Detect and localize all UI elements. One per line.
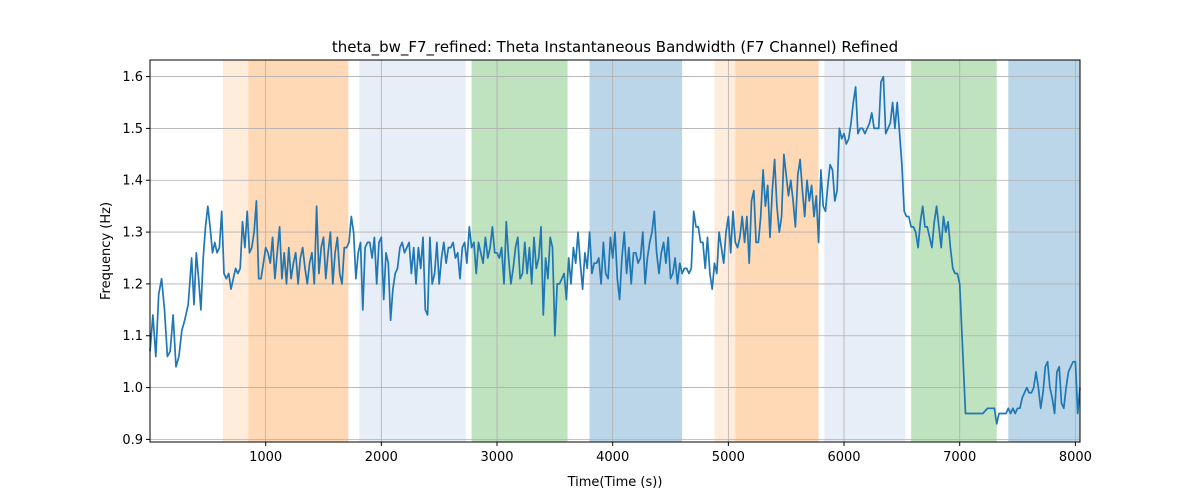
grid-lines (150, 60, 1080, 442)
x-tick-label: 3000 (480, 450, 513, 465)
x-tick-label: 5000 (712, 450, 745, 465)
x-axis-label: Time(Time (s)) (567, 475, 663, 490)
y-tick-label: 0.9 (122, 433, 143, 448)
shaded-region-9 (911, 60, 997, 442)
x-tick-label: 1000 (249, 450, 282, 465)
shaded-region-8 (824, 60, 906, 442)
x-tick-label: 2000 (365, 450, 398, 465)
chart-title: theta_bw_F7_refined: Theta Instantaneous… (332, 38, 898, 57)
series-line (149, 75, 1081, 425)
plot-frame (149, 59, 1081, 443)
y-tick-label: 1.4 (122, 174, 143, 189)
y-tick-label: 1.2 (122, 277, 143, 292)
x-tick-label: 6000 (827, 450, 860, 465)
y-tick-label: 1.0 (122, 381, 143, 396)
x-tick-label: 4000 (596, 450, 629, 465)
shaded-region-2 (248, 60, 349, 442)
x-tick-label: 7000 (943, 450, 976, 465)
y-tick-label: 1.5 (122, 122, 143, 137)
y-axis-label: Frequency (Hz) (99, 202, 114, 300)
y-axis-ticks: 0.9 1.0 1.1 1.2 1.3 1.4 1.5 1.6 (122, 70, 150, 448)
x-axis-ticks: 1000 2000 3000 4000 5000 6000 7000 8000 (249, 442, 1092, 465)
x-tick-label: 8000 (1059, 450, 1092, 465)
y-tick-label: 1.3 (122, 226, 143, 241)
shaded-region-1 (222, 60, 249, 442)
y-tick-label: 1.1 (122, 329, 143, 344)
y-tick-label: 1.6 (122, 70, 143, 85)
